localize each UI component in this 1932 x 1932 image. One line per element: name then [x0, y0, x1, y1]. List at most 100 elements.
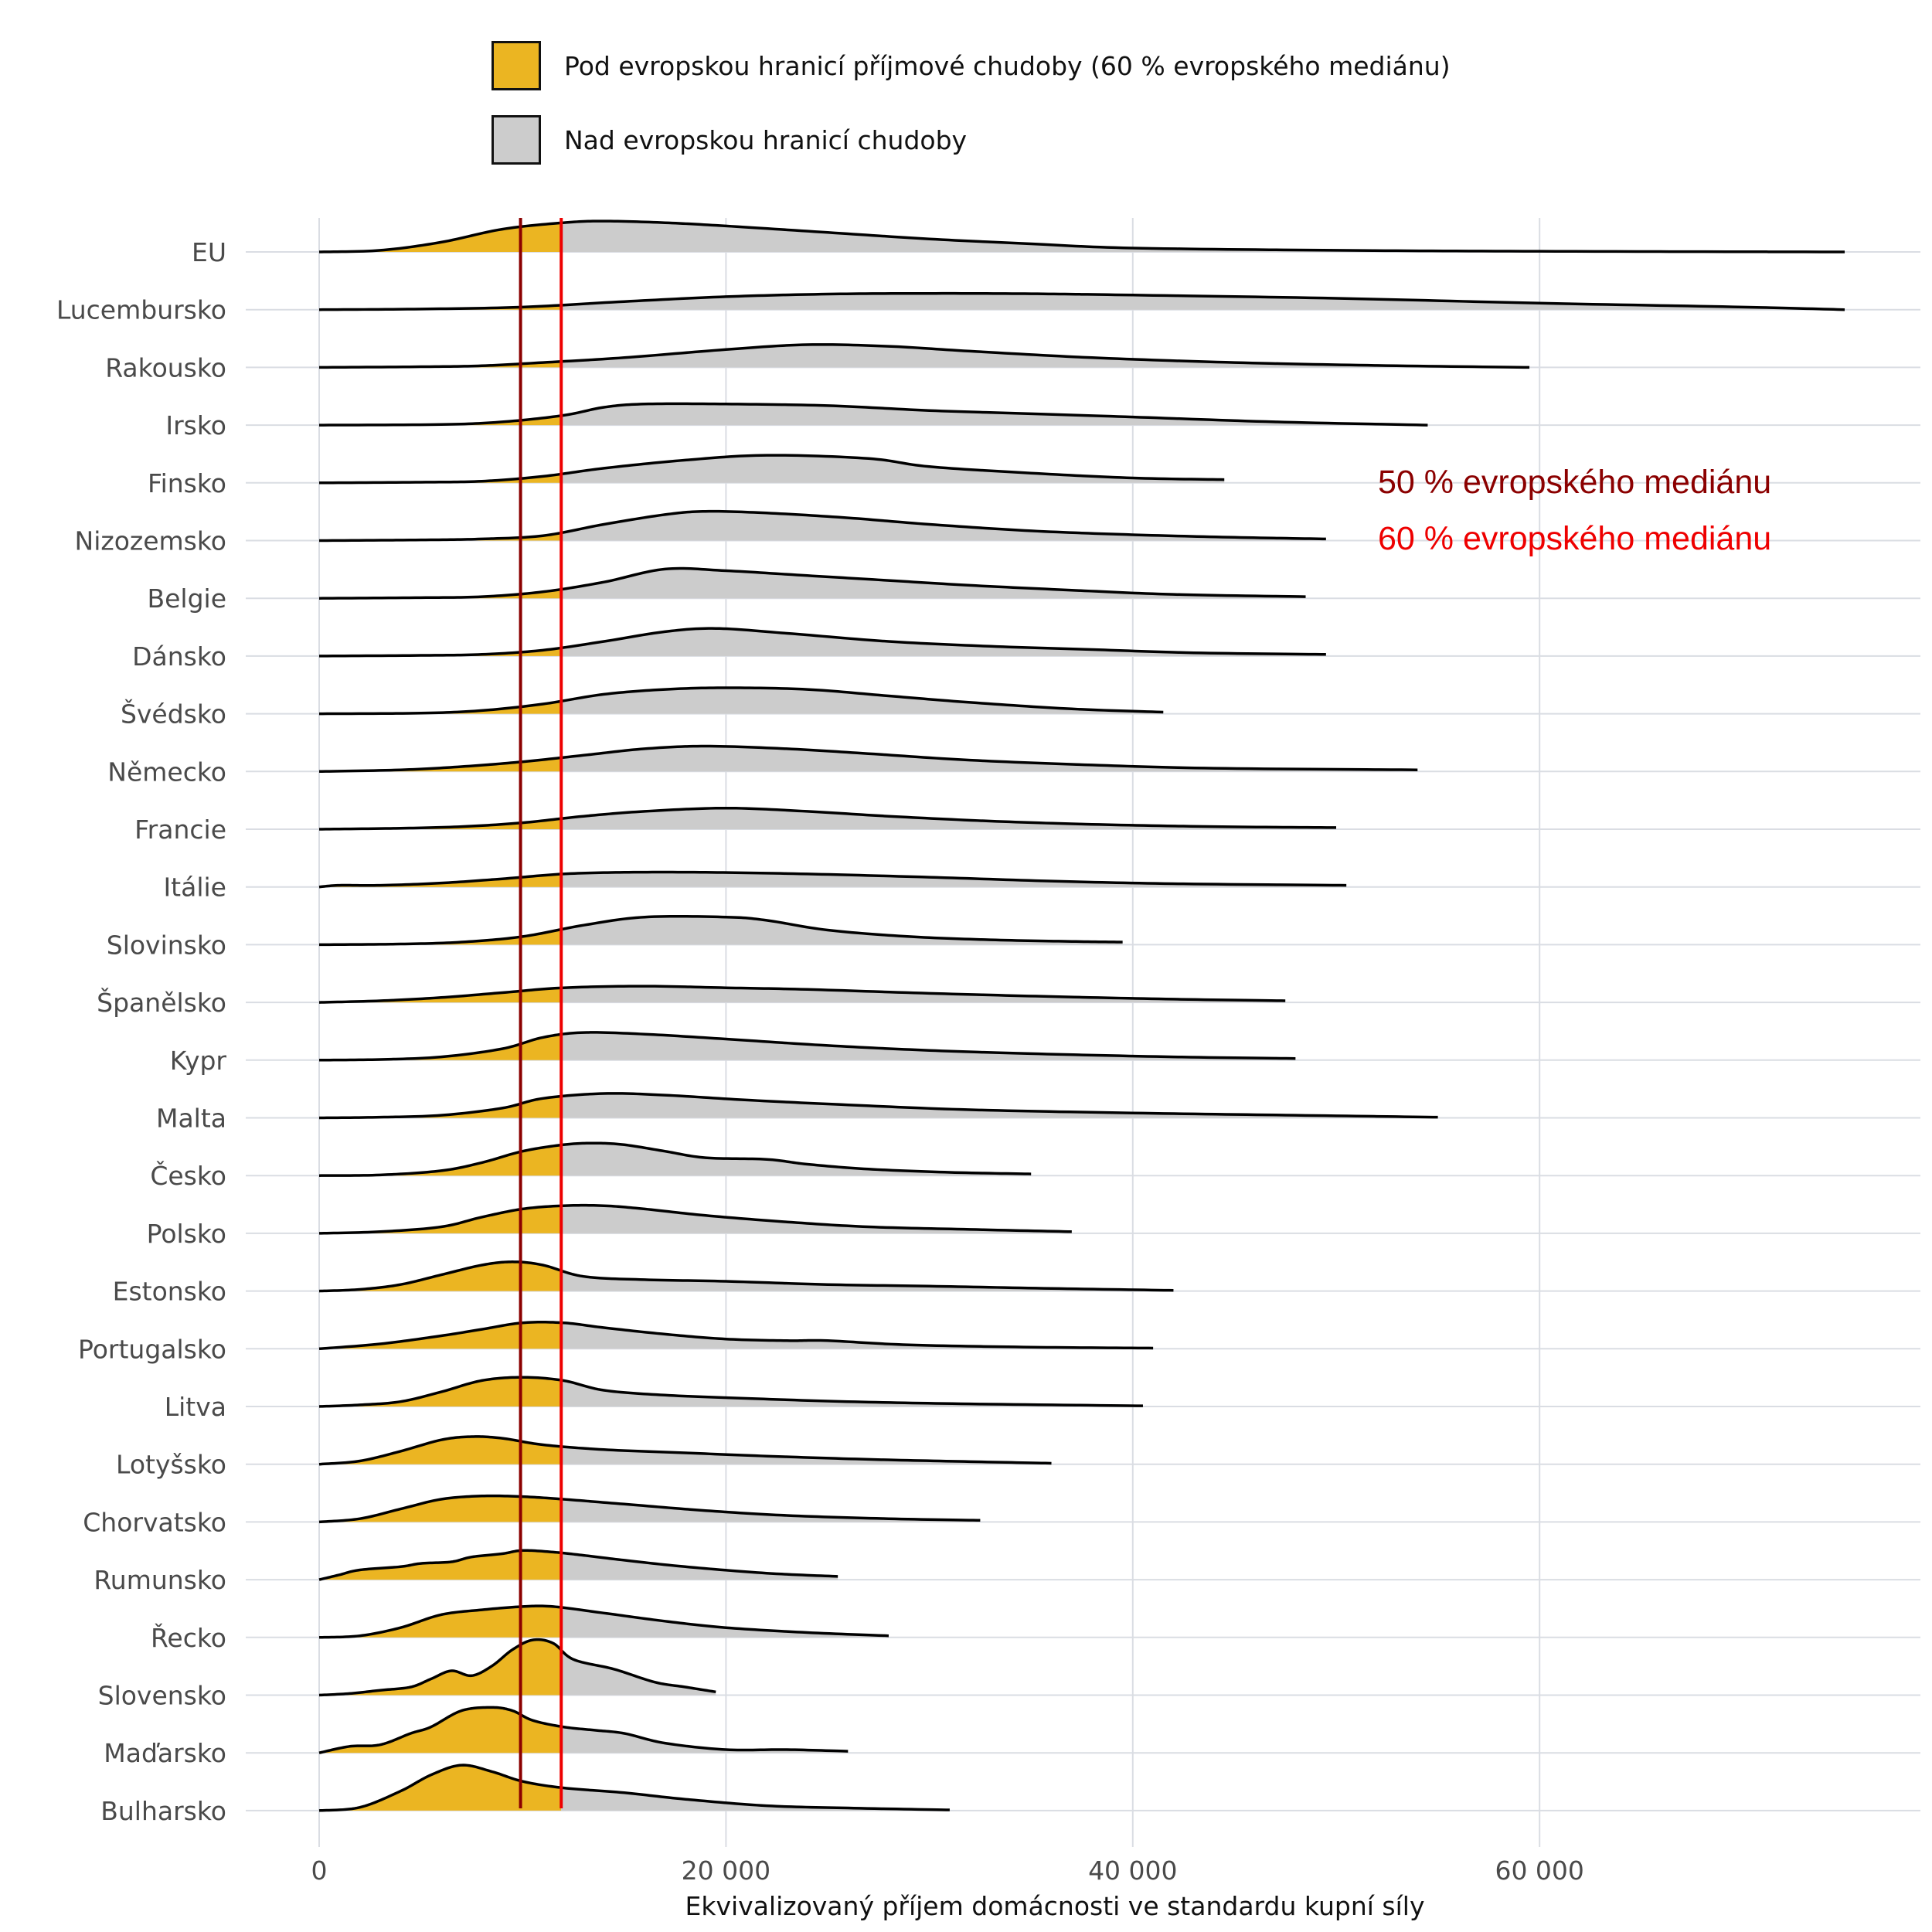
ridge-above-area	[561, 688, 1164, 714]
ridge-outline	[318, 1494, 981, 1524]
row-label: Malta	[156, 1104, 226, 1134]
row-label: EU	[192, 237, 226, 267]
row-label: Bulharsko	[100, 1796, 226, 1826]
ridge-above-area	[561, 872, 1347, 887]
ridge-above-area	[561, 1498, 981, 1522]
ridge-above-area	[561, 1553, 838, 1580]
ridge-Estonsko	[318, 1260, 1174, 1293]
row-label: Litva	[165, 1392, 226, 1422]
row-label: Španělsko	[97, 987, 226, 1018]
legend-label-above: Nad evropskou hranicí chudoby	[564, 124, 968, 155]
ridge-outline	[318, 1604, 889, 1639]
row-label: Německo	[107, 757, 226, 787]
ridge-above-area	[561, 403, 1428, 426]
ridge-above-area	[561, 1787, 950, 1811]
ridge-Švédsko	[318, 686, 1164, 716]
ridge-above-area	[561, 1379, 1143, 1406]
ridge-outline	[318, 343, 1530, 369]
ridge-outline	[318, 1764, 950, 1812]
ridge-outline	[318, 806, 1337, 831]
row-label: Itálie	[163, 872, 226, 903]
median-lines	[519, 218, 563, 1808]
ridge-above-area	[561, 1205, 1072, 1233]
ridge-above-area	[561, 1143, 1032, 1176]
ridge-below-area	[319, 1206, 562, 1233]
ridge-above-area	[561, 221, 1845, 252]
ridge-outline	[318, 1435, 1052, 1466]
row-label: Dánsko	[132, 641, 226, 672]
x-tick-labels: 0 20 000 40 000 60 000	[311, 1855, 1584, 1886]
ridge-below-area	[319, 1034, 562, 1060]
ridge-Chorvatsko	[318, 1494, 981, 1524]
ridge-Slovensko	[318, 1638, 716, 1697]
legend: Pod evropskou hranicí příjmové chudoby (…	[492, 39, 1451, 187]
row-labels: EU Lucembursko Rakousko Irsko Finsko Nizozems…	[56, 237, 226, 1826]
row-label: Švédsko	[121, 699, 226, 730]
x-axis-label: Ekvivalizovaný příjem domácnosti ve stan…	[685, 1891, 1425, 1921]
x-tick-label: 0	[311, 1855, 328, 1886]
ridge-outline	[318, 914, 1123, 947]
ridge-above-area	[561, 293, 1845, 310]
ridge-outline	[318, 1092, 1438, 1120]
legend-item-above: Nad evropskou hranicí chudoby	[492, 113, 1451, 167]
ridge-above-area	[561, 1446, 1052, 1464]
ridge-outline	[318, 454, 1225, 485]
row-label: Rumunsko	[94, 1565, 226, 1595]
row-label: Portugalsko	[78, 1334, 226, 1364]
ridge-Řecko	[318, 1604, 889, 1639]
ridge-outline	[318, 291, 1845, 311]
ridge-below-area	[319, 1377, 562, 1406]
ridge-Rumunsko	[318, 1549, 838, 1581]
ridge-below-area	[319, 1550, 562, 1580]
row-label: Lucembursko	[56, 295, 226, 325]
ridge-Kypr	[318, 1031, 1296, 1062]
row-label: Lotyšsko	[116, 1450, 226, 1480]
ridge-outline	[318, 1203, 1072, 1235]
row-label: Slovinsko	[107, 930, 226, 960]
ridge-outline	[318, 627, 1326, 658]
ridge-Česko	[318, 1141, 1032, 1177]
ridge-outline	[318, 219, 1845, 253]
ridge-outline	[318, 1638, 716, 1697]
ridge-Finsko	[318, 454, 1225, 485]
ridge-Maďarsko	[318, 1706, 849, 1754]
ridge-Itálie	[318, 870, 1347, 889]
row-label: Česko	[150, 1160, 226, 1191]
ridge-outline	[318, 1141, 1032, 1177]
ridge-Lotyšsko	[318, 1435, 1052, 1466]
x-tick-label: 60 000	[1495, 1855, 1583, 1886]
row-label: Chorvatsko	[83, 1507, 226, 1537]
ridge-Portugalsko	[318, 1321, 1154, 1351]
ridge-above-area	[561, 808, 1336, 829]
ridge-Rakousko	[318, 343, 1530, 369]
ridge-outline	[318, 566, 1306, 600]
ridge-outline	[318, 744, 1418, 774]
ridge-Malta	[318, 1092, 1438, 1120]
row-label: Polsko	[147, 1219, 226, 1249]
legend-label-below: Pod evropskou hranicí příjmové chudoby (…	[564, 50, 1451, 81]
ridge-above-area	[561, 1093, 1438, 1118]
ridge-below-area	[319, 1096, 562, 1118]
ridge-Irsko	[318, 402, 1428, 427]
ridge-outline	[318, 1321, 1154, 1351]
row-label: Maďarsko	[104, 1738, 226, 1768]
ridge-Německo	[318, 744, 1418, 774]
ridges	[318, 219, 1845, 1812]
row-label: Belgie	[147, 583, 226, 614]
row-label: Nizozemsko	[75, 526, 226, 556]
ridge-above-area	[561, 628, 1326, 656]
annotation-50: 50 % evropského mediánu	[1378, 464, 1772, 501]
ridge-EU	[318, 219, 1845, 253]
row-label: Rakousko	[105, 352, 226, 383]
ridge-Dánsko	[318, 627, 1326, 658]
legend-swatch-above	[492, 115, 541, 165]
ridge-Španělsko	[318, 985, 1286, 1004]
ridge-below-area	[319, 1707, 562, 1753]
ridge-above-area	[561, 1032, 1296, 1060]
ridge-outline	[318, 402, 1428, 427]
x-tick-label: 20 000	[682, 1855, 770, 1886]
ridge-below-area	[319, 1321, 562, 1349]
ridge-above-area	[561, 916, 1123, 945]
ridge-above-area	[561, 1322, 1154, 1349]
